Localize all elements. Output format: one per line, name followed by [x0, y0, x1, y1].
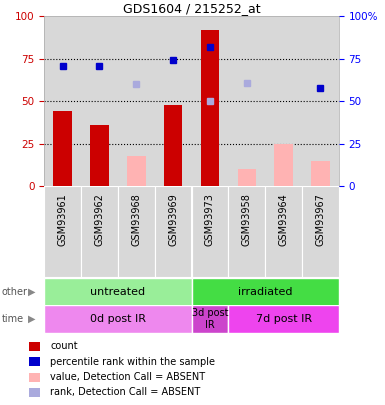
Bar: [238, 169, 256, 186]
Bar: [54, 111, 72, 186]
Text: time: time: [2, 314, 24, 324]
Title: GDS1604 / 215252_at: GDS1604 / 215252_at: [123, 2, 260, 15]
Text: GSM93967: GSM93967: [315, 194, 325, 247]
Bar: [44, 278, 192, 306]
Text: GSM93962: GSM93962: [94, 194, 104, 247]
Bar: [155, 186, 192, 277]
Bar: [127, 156, 146, 186]
Text: value, Detection Call = ABSENT: value, Detection Call = ABSENT: [50, 372, 205, 382]
Bar: [192, 305, 228, 333]
Bar: [311, 161, 330, 186]
Text: ▶: ▶: [28, 314, 35, 324]
Text: ▶: ▶: [28, 287, 35, 297]
Text: 3d post
IR: 3d post IR: [192, 308, 228, 330]
Text: percentile rank within the sample: percentile rank within the sample: [50, 357, 215, 367]
Bar: [275, 144, 293, 186]
Text: untreated: untreated: [90, 287, 146, 297]
Text: other: other: [2, 287, 28, 297]
Text: GSM93973: GSM93973: [205, 194, 215, 247]
Text: rank, Detection Call = ABSENT: rank, Detection Call = ABSENT: [50, 388, 200, 397]
Text: GSM93964: GSM93964: [279, 194, 289, 246]
Text: GSM93958: GSM93958: [242, 194, 252, 247]
Bar: [302, 186, 339, 277]
Bar: [44, 305, 192, 333]
Bar: [192, 186, 228, 277]
Text: 0d post IR: 0d post IR: [90, 314, 146, 324]
Bar: [90, 125, 109, 186]
Bar: [44, 186, 81, 277]
Text: GSM93969: GSM93969: [168, 194, 178, 246]
Bar: [228, 186, 265, 277]
Bar: [201, 30, 219, 186]
Text: count: count: [50, 341, 78, 351]
Text: GSM93968: GSM93968: [131, 194, 141, 246]
Bar: [164, 104, 182, 186]
Bar: [81, 186, 118, 277]
Text: irradiated: irradiated: [238, 287, 293, 297]
Text: GSM93961: GSM93961: [58, 194, 68, 246]
Bar: [118, 186, 155, 277]
Text: 7d post IR: 7d post IR: [256, 314, 311, 324]
Bar: [228, 305, 339, 333]
Bar: [192, 278, 339, 306]
Bar: [265, 186, 302, 277]
